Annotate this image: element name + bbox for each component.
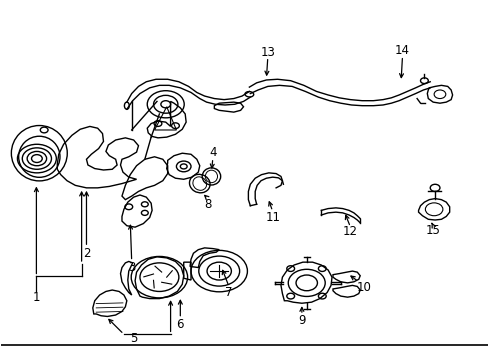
- Text: 5: 5: [130, 333, 137, 346]
- Text: 1: 1: [33, 291, 40, 304]
- Text: 9: 9: [298, 314, 305, 327]
- Text: 13: 13: [260, 46, 275, 59]
- Text: 12: 12: [342, 225, 357, 238]
- Text: 10: 10: [355, 282, 370, 294]
- Text: 11: 11: [264, 211, 280, 224]
- Text: 8: 8: [204, 198, 211, 211]
- Text: 2: 2: [82, 247, 90, 260]
- Text: 14: 14: [394, 44, 409, 57]
- Text: 4: 4: [209, 146, 216, 159]
- Text: 3: 3: [128, 261, 135, 274]
- Text: 6: 6: [176, 318, 183, 331]
- Text: 15: 15: [425, 224, 440, 237]
- Text: 7: 7: [225, 286, 232, 299]
